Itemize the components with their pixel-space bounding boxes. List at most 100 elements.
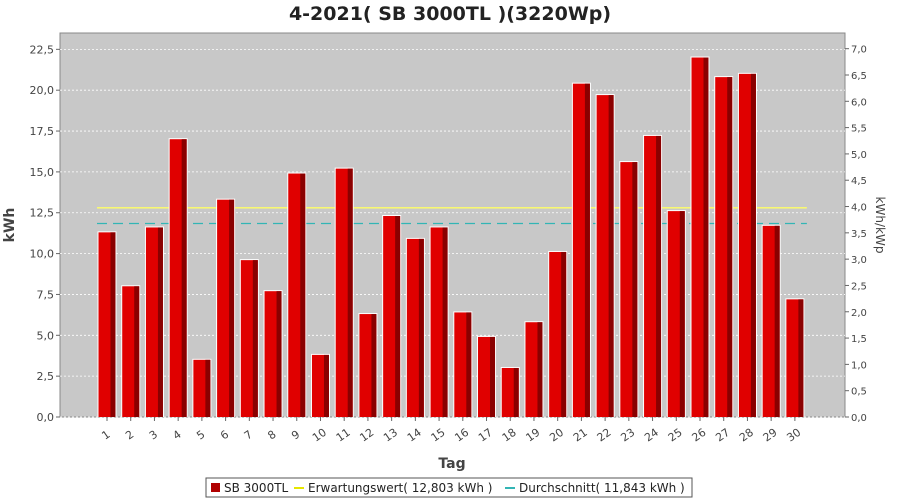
x-tick-label: 6 bbox=[218, 428, 231, 443]
y-tick-label: 15,0 bbox=[30, 166, 55, 179]
y-right-tick-label: 6,0 bbox=[851, 97, 867, 108]
x-tick-label: 30 bbox=[784, 426, 803, 445]
y-tick-label: 2,5 bbox=[37, 370, 55, 383]
x-tick-label: 15 bbox=[429, 426, 448, 445]
bar-shade bbox=[727, 77, 733, 418]
x-tick-label: 29 bbox=[761, 426, 780, 445]
x-tick-label: 28 bbox=[737, 426, 756, 445]
bar-series bbox=[97, 56, 805, 418]
x-tick-label: 20 bbox=[547, 426, 566, 445]
y-tick-label: 17,5 bbox=[30, 125, 55, 138]
y-right-tick-label: 5,5 bbox=[851, 124, 867, 135]
y-right-tick-label: 1,0 bbox=[851, 360, 867, 371]
bar-shade bbox=[276, 291, 282, 417]
bar-shade bbox=[395, 216, 401, 417]
y-tick-label: 10,0 bbox=[30, 248, 55, 261]
x-tick-label: 3 bbox=[147, 428, 160, 443]
bar-shade bbox=[181, 139, 187, 417]
x-tick-label: 10 bbox=[310, 426, 329, 445]
legend: SB 3000TL Erwartungswert( 12,803 kWh ) D… bbox=[205, 477, 693, 498]
chart-title: 4-2021( SB 3000TL )(3220Wp) bbox=[289, 3, 611, 25]
bar-shade bbox=[205, 359, 211, 417]
x-tick-label: 14 bbox=[405, 426, 424, 445]
bar-shade bbox=[513, 367, 519, 417]
y-tick-label: 20,0 bbox=[30, 84, 55, 97]
y-right-tick-label: 0,0 bbox=[851, 413, 867, 424]
y-tick-label: 12,5 bbox=[30, 207, 55, 220]
y-right-tick-label: 7,0 bbox=[851, 45, 867, 56]
x-axis-label: Tag bbox=[438, 456, 465, 472]
y-axis-left: 0,0 2,5 5,0 7,5 10,0 12,5 15,0 17,5 20,0 22,5 bbox=[30, 43, 60, 424]
bar-shade bbox=[442, 227, 448, 417]
x-tick-label: 27 bbox=[713, 426, 732, 445]
y-axis-right-label: kWh/kWp bbox=[873, 197, 887, 254]
bar-shade bbox=[656, 135, 662, 417]
x-tick-label: 13 bbox=[381, 426, 400, 445]
x-tick-label: 4 bbox=[171, 428, 184, 443]
bar-shade bbox=[347, 168, 353, 417]
grid-lines bbox=[60, 48, 845, 418]
bar-shade bbox=[679, 211, 685, 417]
y-axis-right: 0,0 0,5 1,0 1,5 2,0 2,5 3,0 3,5 4,0 4,5 5,0 5,5 6,0 6… bbox=[845, 45, 867, 424]
y-right-tick-label: 4,5 bbox=[851, 176, 867, 187]
x-tick-label: 19 bbox=[523, 426, 542, 445]
bar-shade bbox=[537, 322, 543, 417]
x-tick-label: 5 bbox=[194, 428, 207, 443]
y-tick-label: 5,0 bbox=[37, 329, 55, 342]
x-tick-label: 7 bbox=[242, 428, 255, 443]
x-tick-label: 2 bbox=[123, 428, 136, 443]
legend-label-bars: SB 3000TL bbox=[224, 481, 289, 495]
y-tick-label: 0,0 bbox=[37, 411, 55, 424]
x-tick-label: 16 bbox=[452, 426, 471, 445]
bar-shade bbox=[703, 57, 709, 417]
bar-shade bbox=[323, 354, 329, 417]
y-tick-label: 7,5 bbox=[37, 288, 55, 301]
y-axis-label: kWh bbox=[2, 208, 18, 243]
x-tick-label: 24 bbox=[642, 426, 661, 445]
x-tick-label: 8 bbox=[265, 428, 278, 443]
y-right-tick-label: 4,0 bbox=[851, 203, 867, 214]
bar-shade bbox=[466, 312, 472, 417]
y-tick-label: 22,5 bbox=[30, 43, 55, 56]
y-right-tick-label: 3,5 bbox=[851, 229, 867, 240]
plot-area bbox=[59, 32, 846, 418]
bar-shade bbox=[561, 251, 567, 417]
legend-label-durchschnitt: Durchschnitt( 11,843 kWh ) bbox=[519, 481, 685, 495]
bar-shade bbox=[300, 173, 306, 417]
x-tick-label: 1 bbox=[99, 428, 112, 443]
y-right-tick-label: 1,5 bbox=[851, 334, 867, 345]
legend-swatch-bars bbox=[211, 483, 220, 492]
y-right-tick-label: 6,5 bbox=[851, 71, 867, 82]
x-tick-label: 23 bbox=[618, 426, 637, 445]
bar-shade bbox=[110, 232, 116, 417]
bar-shade bbox=[490, 336, 496, 417]
bar-shade bbox=[252, 260, 258, 417]
bar-shade bbox=[750, 73, 756, 417]
x-tick-label: 26 bbox=[690, 426, 709, 445]
x-tick-label: 21 bbox=[571, 426, 590, 445]
bar-shade bbox=[632, 162, 638, 417]
x-tick-label: 9 bbox=[289, 428, 302, 443]
reference-lines bbox=[97, 207, 807, 225]
y-right-tick-label: 3,0 bbox=[851, 255, 867, 266]
y-right-tick-label: 2,0 bbox=[851, 308, 867, 319]
bar-shade bbox=[798, 299, 804, 417]
bar-shade bbox=[157, 227, 163, 417]
y-right-tick-label: 5,0 bbox=[851, 150, 867, 161]
x-tick-label: 22 bbox=[595, 426, 614, 445]
bar-shade bbox=[229, 199, 235, 417]
legend-box bbox=[205, 477, 693, 498]
x-tick-label: 11 bbox=[334, 426, 353, 445]
bar-shade bbox=[418, 238, 424, 417]
bar-shade bbox=[774, 225, 780, 417]
bar-shade bbox=[371, 314, 377, 417]
y-right-tick-label: 0,5 bbox=[851, 387, 867, 398]
bar-shade bbox=[584, 83, 590, 417]
bar-shade bbox=[134, 286, 140, 417]
x-axis: 1 2 3 4 5 6 7 8 9 10 11 12 13 14 15 16 17 18 19 20 21 22 23 24 2… bbox=[99, 417, 803, 444]
bar-shade bbox=[608, 95, 614, 417]
x-tick-label: 25 bbox=[666, 426, 685, 445]
legend-label-erwartung: Erwartungswert( 12,803 kWh ) bbox=[308, 481, 492, 495]
x-tick-label: 18 bbox=[500, 426, 519, 445]
